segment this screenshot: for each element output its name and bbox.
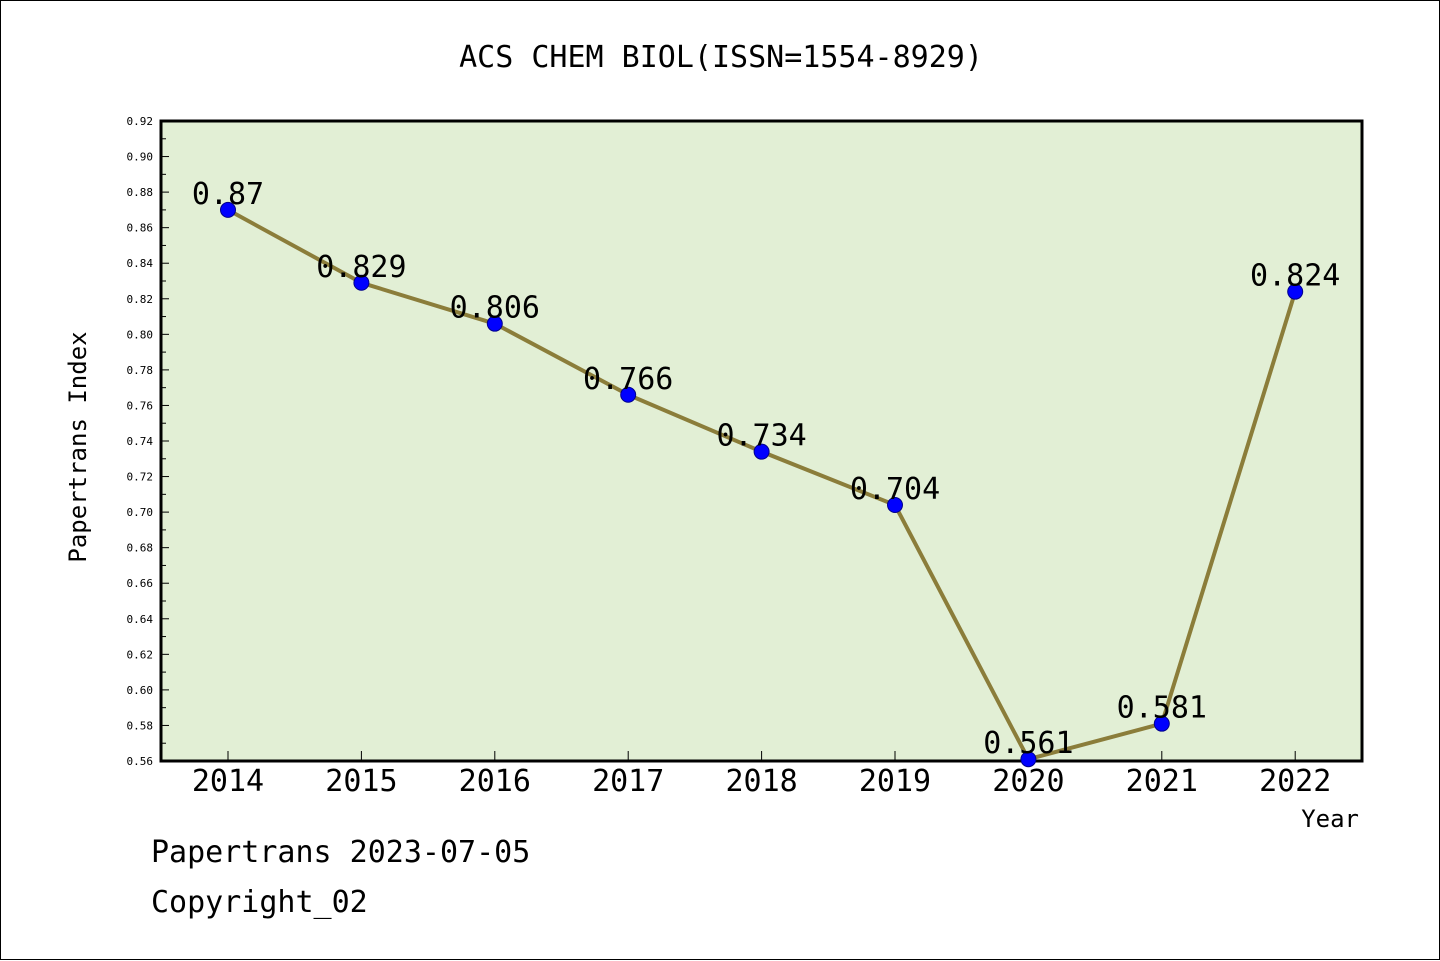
y-tick-label: 0.84 bbox=[127, 257, 154, 270]
y-tick-label: 0.76 bbox=[127, 399, 154, 412]
x-tick-label: 2018 bbox=[725, 764, 797, 799]
data-point bbox=[353, 274, 370, 291]
data-point bbox=[1153, 715, 1170, 732]
data-label: 0.581 bbox=[1117, 691, 1207, 726]
data-label: 0.806 bbox=[450, 291, 540, 326]
data-label: 0.734 bbox=[716, 419, 806, 454]
y-tick-label: 0.66 bbox=[127, 577, 154, 590]
y-tick-label: 0.78 bbox=[127, 364, 154, 377]
footer-copyright: Copyright_02 bbox=[151, 885, 368, 920]
y-tick-label: 0.90 bbox=[127, 151, 154, 164]
data-point bbox=[620, 386, 637, 403]
data-point bbox=[220, 201, 236, 218]
data-points bbox=[220, 201, 1304, 768]
x-tick-label: 2021 bbox=[1126, 764, 1198, 799]
x-axis: 2014 2015 2016 2017 2018 2019 2020 2021 2022 bbox=[192, 751, 1331, 799]
x-tick-label: 2022 bbox=[1259, 764, 1331, 799]
data-point bbox=[887, 497, 903, 513]
y-axis: 0.56 0.58 0.60 0.62 0.64 0.66 0.68 0.70 0.72 0.74… bbox=[127, 115, 169, 768]
x-tick-label: 2019 bbox=[859, 764, 931, 799]
footer-date: Papertrans 2023-07-05 bbox=[151, 835, 531, 870]
data-point bbox=[486, 315, 503, 332]
data-point bbox=[753, 443, 770, 460]
y-tick-label: 0.92 bbox=[127, 115, 154, 128]
y-tick-label: 0.64 bbox=[127, 613, 154, 626]
y-axis-label: Papertrans Index bbox=[64, 331, 92, 562]
data-label: 0.561 bbox=[983, 726, 1073, 761]
chart-title: ACS CHEM BIOL(ISSN=1554-8929) bbox=[459, 40, 983, 75]
data-point bbox=[1287, 283, 1304, 300]
data-label: 0.829 bbox=[316, 250, 406, 285]
y-tick-label: 0.72 bbox=[127, 471, 154, 484]
x-tick-label: 2020 bbox=[992, 764, 1064, 799]
y-tick-label: 0.62 bbox=[127, 648, 154, 661]
y-tick-label: 0.68 bbox=[127, 542, 154, 555]
y-tick-label: 0.58 bbox=[127, 719, 154, 732]
y-tick-label: 0.80 bbox=[127, 328, 154, 341]
plot-area bbox=[159, 119, 1364, 763]
x-tick-label: 2014 bbox=[192, 764, 264, 799]
y-tick-label: 0.60 bbox=[127, 684, 154, 697]
y-tick-label: 0.74 bbox=[127, 435, 154, 448]
x-axis-label: Year bbox=[1301, 805, 1359, 833]
x-tick-label: 2017 bbox=[592, 764, 664, 799]
data-label: 0.824 bbox=[1250, 259, 1340, 294]
y-tick-label: 0.70 bbox=[127, 506, 154, 519]
y-tick-label: 0.56 bbox=[127, 755, 154, 768]
data-point bbox=[1020, 751, 1037, 768]
data-label: 0.766 bbox=[583, 362, 673, 397]
data-labels: 0.87 0.829 0.806 0.766 0.734 0.704 0.561 0.581 0… bbox=[192, 177, 1340, 761]
x-tick-label: 2016 bbox=[459, 764, 531, 799]
y-tick-label: 0.86 bbox=[127, 222, 154, 235]
y-tick-label: 0.82 bbox=[127, 293, 154, 306]
x-tick-label: 2015 bbox=[325, 764, 397, 799]
y-tick-label: 0.88 bbox=[127, 186, 154, 199]
data-label: 0.704 bbox=[850, 472, 940, 507]
data-label: 0.87 bbox=[192, 177, 264, 212]
